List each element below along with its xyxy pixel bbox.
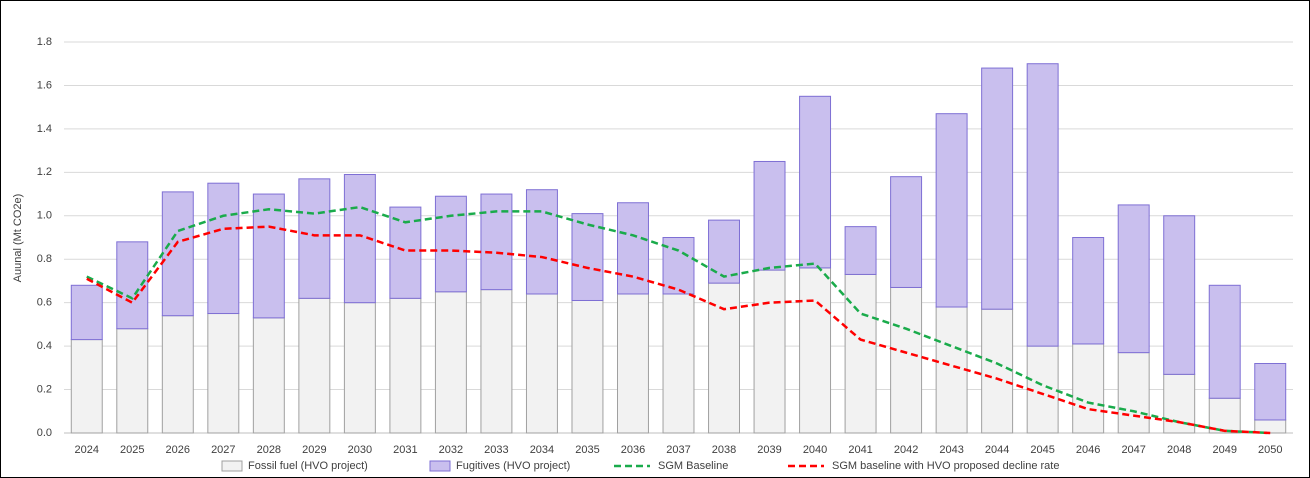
bar [935, 306, 968, 434]
bar [981, 67, 1014, 310]
y-tick-label: 0.6 [37, 297, 52, 309]
line-series [86, 225, 1271, 435]
x-tick-label: 2044 [985, 444, 1009, 456]
line-series [86, 205, 1271, 435]
bar [1163, 215, 1196, 375]
bar [207, 313, 240, 434]
x-tick-label: 2036 [621, 444, 645, 456]
x-tick-label: 2035 [575, 444, 599, 456]
legend-label: Fossil fuel (HVO project) [248, 460, 368, 472]
bar [434, 195, 467, 293]
bar [116, 241, 149, 330]
x-tick-label: 2038 [712, 444, 736, 456]
bar [890, 286, 923, 434]
bar [298, 297, 331, 434]
bar [1254, 362, 1287, 421]
legend-label: Fugitives (HVO project) [456, 460, 570, 472]
y-tick-label: 0.0 [37, 427, 52, 439]
x-tick-label: 2027 [211, 444, 235, 456]
bar [480, 193, 513, 291]
x-tick-label: 2050 [1258, 444, 1282, 456]
bar [70, 339, 103, 434]
bar [753, 269, 786, 434]
x-tick-label: 2030 [348, 444, 372, 456]
bar [161, 315, 194, 434]
bar [981, 308, 1014, 434]
x-tick-label: 2040 [803, 444, 827, 456]
bar [434, 291, 467, 434]
bar [1026, 63, 1059, 347]
bar [116, 328, 149, 434]
y-tick-label: 1.4 [37, 123, 52, 135]
x-tick-label: 2037 [666, 444, 690, 456]
bar [1208, 397, 1241, 434]
bar [753, 160, 786, 271]
y-tick-label: 1.0 [37, 210, 52, 222]
bar [890, 176, 923, 288]
legend-label: SGM Baseline [658, 460, 728, 472]
y-axis-label: Auunal (Mt CO2e) [12, 194, 24, 283]
bar [525, 189, 558, 295]
legend-swatch [429, 460, 451, 472]
x-tick-label: 2048 [1167, 444, 1191, 456]
bar [617, 202, 649, 295]
y-tick-label: 1.2 [37, 166, 52, 178]
y-tick-label: 0.4 [37, 340, 52, 352]
x-tick-label: 2042 [894, 444, 918, 456]
y-tick-label: 1.8 [37, 36, 52, 48]
bar [343, 302, 376, 434]
x-tick-label: 2026 [166, 444, 190, 456]
bar [252, 317, 285, 434]
y-tick-label: 0.8 [37, 253, 52, 265]
bar [1208, 284, 1241, 399]
bar [252, 193, 285, 319]
x-tick-label: 2049 [1212, 444, 1236, 456]
x-tick-label: 2032 [439, 444, 463, 456]
bar [207, 182, 240, 315]
bar [662, 293, 695, 434]
bar [617, 293, 649, 434]
bar [844, 226, 877, 275]
bar [571, 213, 604, 301]
bar [525, 293, 558, 434]
x-tick-label: 2033 [484, 444, 508, 456]
x-tick-label: 2046 [1076, 444, 1100, 456]
bar [161, 191, 194, 317]
y-tick-label: 0.2 [37, 383, 52, 395]
bar [799, 267, 832, 434]
bar [1072, 343, 1105, 434]
x-tick-label: 2047 [1121, 444, 1145, 456]
bar [662, 237, 695, 295]
x-tick-label: 2025 [120, 444, 144, 456]
x-tick-label: 2034 [530, 444, 554, 456]
bar [799, 95, 832, 269]
bar [1117, 352, 1150, 434]
bar [844, 273, 877, 434]
bar [480, 289, 513, 434]
bar [571, 299, 604, 434]
x-tick-label: 2028 [257, 444, 281, 456]
x-tick-label: 2039 [757, 444, 781, 456]
y-tick-label: 1.6 [37, 79, 52, 91]
x-tick-label: 2024 [75, 444, 99, 456]
bar [1117, 204, 1150, 354]
x-tick-label: 2029 [302, 444, 326, 456]
x-tick-label: 2041 [848, 444, 872, 456]
bar [708, 219, 740, 284]
bar [1072, 237, 1105, 345]
bar [298, 178, 331, 299]
bar [935, 113, 968, 308]
bar [1254, 419, 1287, 434]
bar [70, 284, 103, 341]
x-tick-label: 2043 [939, 444, 963, 456]
x-tick-label: 2031 [393, 444, 417, 456]
x-tick-label: 2045 [1030, 444, 1054, 456]
bar [389, 297, 422, 434]
legend-label: SGM baseline with HVO proposed decline r… [832, 460, 1059, 472]
legend-swatch [221, 460, 243, 472]
